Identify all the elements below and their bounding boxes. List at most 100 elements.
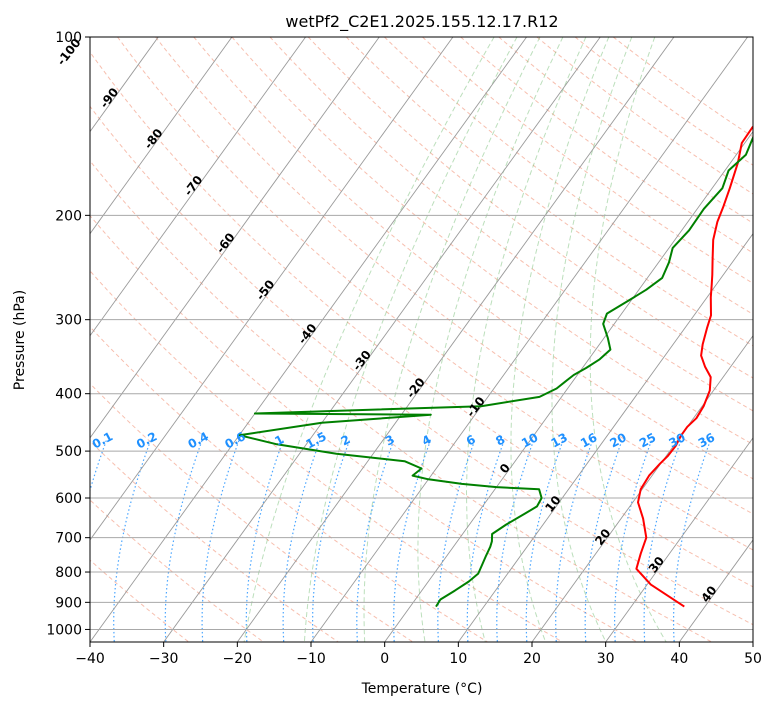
mixing-ratio-line xyxy=(673,440,711,642)
mixing-ratio-line xyxy=(164,440,203,642)
mixing-ratio-label: 25 xyxy=(637,430,658,450)
mixing-ratio-line xyxy=(245,440,284,642)
isotherm-label: -50 xyxy=(253,277,277,303)
temperature-line xyxy=(635,125,753,608)
moist-adiabat xyxy=(417,37,564,642)
isotherm-label-warm: 10 xyxy=(542,493,563,515)
mixing-ratio-line xyxy=(466,440,505,642)
mixing-ratio-label: 16 xyxy=(578,430,599,450)
x-axis: −40 −30 −20 −10 0 10 20 30 40 50 xyxy=(75,642,762,667)
x-tick-label: 50 xyxy=(744,651,762,667)
y-tick-label: 500 xyxy=(55,444,82,460)
dry-adiabat xyxy=(155,37,753,515)
isotherm-label-zero: 0 xyxy=(497,461,513,476)
x-tick-label: 0 xyxy=(380,651,389,667)
mixing-ratio-label: 0.4 xyxy=(186,429,211,451)
dry-adiabat xyxy=(90,160,712,642)
moist-adiabat xyxy=(363,37,541,642)
dry-adiabat xyxy=(90,440,339,642)
moist-adiabat xyxy=(589,37,667,642)
background-lines xyxy=(90,37,753,642)
y-tick-label: 200 xyxy=(55,208,82,224)
dry-adiabat xyxy=(90,270,563,642)
x-tick-label: 10 xyxy=(449,651,467,667)
isotherm-line xyxy=(457,232,753,642)
isotherm-line xyxy=(678,539,753,642)
mixing-ratio-line xyxy=(584,440,623,642)
x-tick-label: −10 xyxy=(296,651,326,667)
dry-adiabat xyxy=(90,105,753,626)
dry-adiabat xyxy=(231,37,753,445)
isotherm-label: -10 xyxy=(464,394,488,420)
y-tick-label: 900 xyxy=(55,595,82,611)
mixing-ratio-label: 0.6 xyxy=(222,429,247,451)
isotherm-line xyxy=(90,37,527,642)
mixing-ratio-label: 10 xyxy=(519,430,540,450)
mixing-ratio-label: 4 xyxy=(420,432,434,448)
mixing-ratio-line xyxy=(614,440,652,642)
dry-adiabat xyxy=(90,214,638,642)
dry-adiabat xyxy=(90,382,414,642)
mixing-ratio-line xyxy=(201,440,240,642)
mixing-ratio-label: 20 xyxy=(607,430,628,450)
x-tick-label: −20 xyxy=(223,651,253,667)
mixing-ratio-line xyxy=(393,440,431,642)
dry-adiabat xyxy=(90,51,753,588)
mixing-ratio-label: 0.2 xyxy=(134,429,159,451)
isotherm-line xyxy=(90,37,233,235)
mixing-ratio-label: 8 xyxy=(493,432,507,448)
isotherm-line xyxy=(531,334,753,642)
y-tick-label: 800 xyxy=(55,565,82,581)
x-axis-label: Temperature (°C) xyxy=(361,681,483,697)
isotherm-label: -30 xyxy=(350,348,374,374)
mixing-ratio-line xyxy=(496,440,535,642)
mixing-ratio-line xyxy=(113,440,152,642)
isotherm-label: -20 xyxy=(404,375,428,401)
isotherm-line xyxy=(236,37,675,642)
isotherm-line xyxy=(163,37,601,642)
isotherm-line xyxy=(605,437,753,642)
dewpoint-line xyxy=(238,135,753,608)
mixing-ratio-line xyxy=(555,440,594,642)
isotherm-label: -70 xyxy=(181,173,205,199)
series-group xyxy=(238,125,753,608)
moist-adiabat xyxy=(551,37,633,642)
moist-adiabat xyxy=(510,37,610,642)
dry-adiabat xyxy=(498,37,753,224)
y-tick-label: 400 xyxy=(55,387,82,403)
isotherm-line xyxy=(90,37,306,337)
x-tick-label: −30 xyxy=(149,651,179,667)
dry-adiabat xyxy=(384,37,753,315)
moist-adiabat xyxy=(465,37,587,642)
dry-adiabat xyxy=(345,37,753,347)
dry-adiabat xyxy=(574,37,753,166)
isotherm-line xyxy=(90,37,454,541)
dry-adiabat xyxy=(460,37,753,254)
x-tick-label: 20 xyxy=(523,651,541,667)
dry-adiabat xyxy=(422,37,753,284)
plot-frame xyxy=(89,36,754,643)
isotherm-label: -60 xyxy=(213,230,237,256)
mixing-ratio-line xyxy=(525,440,564,642)
isotherm-line xyxy=(310,37,748,642)
mixing-ratio-line xyxy=(312,440,350,642)
mixing-ratio-label: 1.5 xyxy=(303,429,328,451)
moist-adiabat xyxy=(243,37,495,642)
dry-adiabat xyxy=(90,499,264,642)
mixing-ratio-line xyxy=(643,440,682,642)
isotherm-line xyxy=(90,37,380,439)
x-tick-label: 40 xyxy=(670,651,688,667)
y-tick-label: 300 xyxy=(55,313,82,329)
mixing-ratio-line xyxy=(437,440,476,642)
y-tick-label: 100 xyxy=(55,30,82,46)
dry-adiabat xyxy=(193,37,753,480)
mixing-ratio-label: 2 xyxy=(339,432,353,448)
mixing-ratio-label: 36 xyxy=(696,430,717,450)
dry-adiabat xyxy=(117,37,753,551)
mixing-ratio-label: 6 xyxy=(464,432,478,448)
dry-adiabat xyxy=(269,37,753,412)
y-tick-label: 600 xyxy=(55,491,82,507)
mixing-ratio-label: 13 xyxy=(549,430,570,450)
mixing-ratio-line xyxy=(356,440,395,642)
